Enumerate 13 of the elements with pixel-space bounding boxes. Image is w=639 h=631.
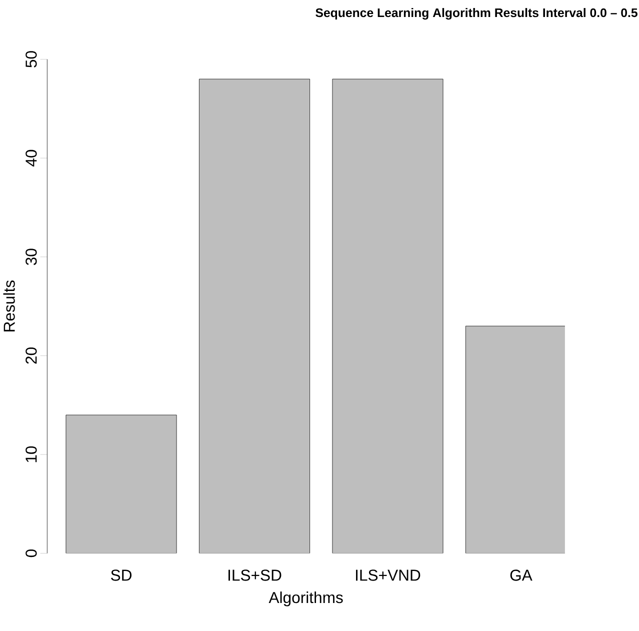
x-axis-title: Algorithms [268,591,343,606]
x-tick-label: ILS+VND [356,569,420,581]
x-tick-label: GA [510,569,532,581]
y-tick-label: 0 [26,549,37,557]
x-tick-label: ILS+SD [228,569,282,581]
y-axis-title: Results [3,280,15,332]
y-tick-label: 20 [26,347,37,364]
y-tick-label: 10 [26,446,37,462]
chart-title: Sequence Learning Algorithm Results Interval 0.0 – 0.5 [316,8,638,20]
x-tick-label: SD [111,569,132,581]
y-tick-label: 40 [26,150,37,166]
y-tick-label: 50 [26,50,37,68]
y-tick-label: 30 [26,248,37,265]
